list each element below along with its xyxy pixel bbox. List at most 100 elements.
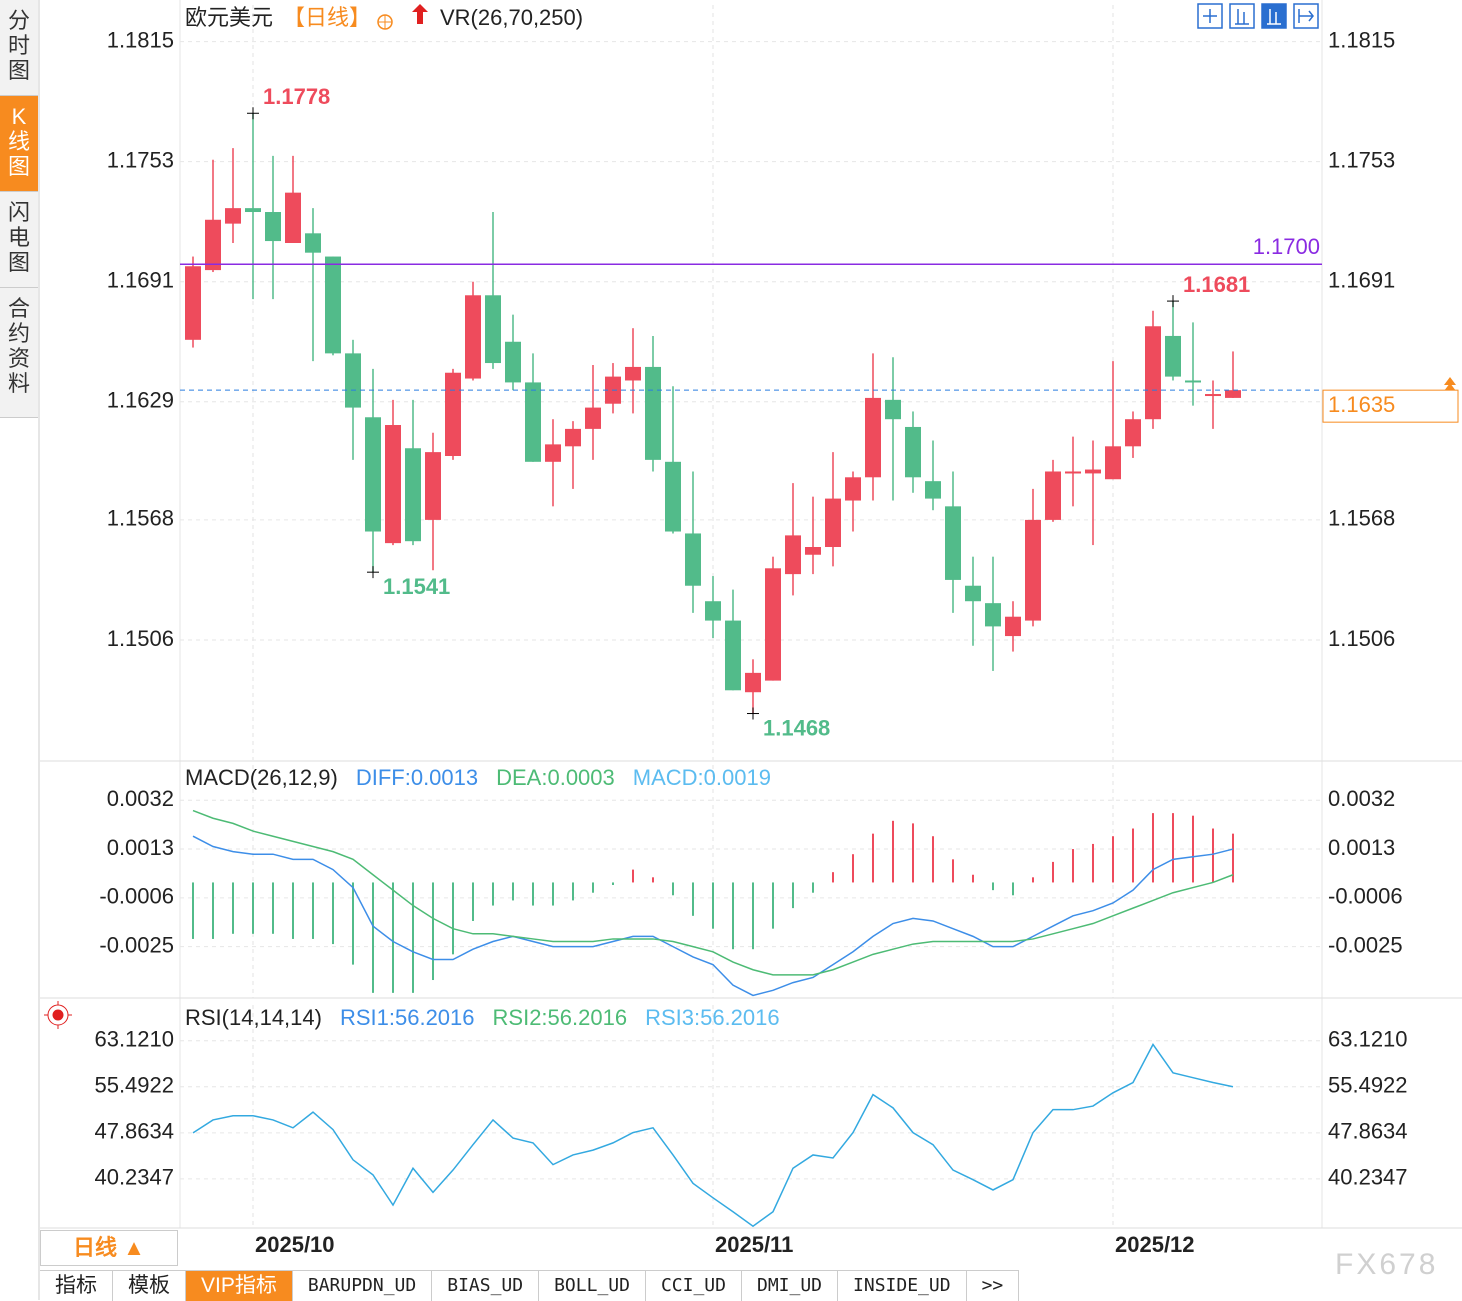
candle-body xyxy=(425,452,441,520)
legend-label: MACD(26,12,9) xyxy=(185,765,338,790)
y-tick-label: 1.1753 xyxy=(107,147,174,172)
candle-body xyxy=(525,382,541,462)
y-tick-label-right: 55.4922 xyxy=(1328,1073,1408,1098)
y-tick-label-right: 47.8634 xyxy=(1328,1119,1408,1144)
indicator-tab[interactable]: DMI_UD xyxy=(742,1271,839,1301)
y-tick-label: 0.0032 xyxy=(107,786,174,811)
sidebar-tab-label: 闪电图 xyxy=(8,200,31,275)
last-price-box xyxy=(1322,389,1459,423)
rsi-line xyxy=(192,1043,1234,1228)
y-tick-label-right: 1.1568 xyxy=(1328,506,1395,531)
period[interactable]: 【日线】 xyxy=(283,5,371,30)
sidebar-tab-label: 分时图 xyxy=(8,8,31,83)
candle-body xyxy=(1185,380,1201,383)
candle-body xyxy=(1125,419,1141,447)
sidebar-tab[interactable]: 合约资料 xyxy=(0,288,38,418)
indicator-tab[interactable]: 模板 xyxy=(113,1271,186,1301)
candle-body xyxy=(305,233,321,253)
y-tick-label: 0.0013 xyxy=(107,835,174,860)
candle-body xyxy=(1045,471,1061,520)
candle-body xyxy=(1025,519,1041,621)
candle-body xyxy=(765,568,781,681)
y-tick-label: 1.1815 xyxy=(107,27,174,52)
indicator-tab[interactable]: INSIDE_UD xyxy=(838,1271,967,1301)
y-tick-label: 47.8634 xyxy=(94,1119,174,1144)
indicator-name[interactable]: VR(26,70,250) xyxy=(440,5,583,30)
candle-body xyxy=(1145,326,1161,420)
candle-body xyxy=(445,372,461,456)
y-tick-label-right: 1.1753 xyxy=(1328,147,1395,172)
indicator-tab[interactable]: BARUPDN_UD xyxy=(293,1271,433,1301)
candle-body xyxy=(665,461,681,532)
candle-body xyxy=(1165,335,1181,377)
indicator-tab[interactable]: BOLL_UD xyxy=(539,1271,646,1301)
candle-body xyxy=(865,397,881,478)
indicator-tab[interactable]: VIP指标 xyxy=(186,1271,293,1301)
candle-body xyxy=(485,295,501,364)
candle-body xyxy=(405,448,421,542)
indicator-tab[interactable]: >> xyxy=(967,1271,1020,1301)
candle-body xyxy=(645,366,661,460)
toolbar[interactable] xyxy=(1197,3,1319,29)
legend-label: DIFF:0.0013 xyxy=(356,765,478,790)
candle-body xyxy=(705,601,721,621)
sidebar-tab-label: 合约资料 xyxy=(8,296,31,396)
candle-body xyxy=(225,208,241,224)
candle-body xyxy=(505,341,521,383)
low-label: 1.1468 xyxy=(763,715,830,740)
x-tick-label: 2025/12 xyxy=(1115,1232,1195,1257)
sidebar-tab[interactable]: 闪电图 xyxy=(0,192,38,288)
indicator-tab[interactable]: BIAS_UD xyxy=(432,1271,540,1301)
settings-icon[interactable] xyxy=(377,14,393,30)
candle-body xyxy=(1105,446,1121,480)
y-tick-label-right: -0.0006 xyxy=(1328,884,1403,909)
y-tick-label-right: 1.1815 xyxy=(1328,27,1395,52)
y-tick-label: -0.0025 xyxy=(99,932,174,957)
indicator-tab[interactable]: CCI_UD xyxy=(646,1271,742,1301)
candle-body xyxy=(805,547,821,555)
candle-body xyxy=(265,212,281,242)
candle-body xyxy=(465,295,481,379)
y-tick-label-right: 1.1506 xyxy=(1328,626,1395,651)
x-tick-label: 2025/11 xyxy=(715,1232,793,1257)
indicator-tab[interactable]: 指标 xyxy=(40,1271,113,1301)
y-tick-label: 55.4922 xyxy=(94,1073,174,1098)
indicator-icon[interactable] xyxy=(412,4,428,24)
y-tick-label: 1.1568 xyxy=(107,506,174,531)
price-arrow-icon xyxy=(1444,377,1456,391)
sidebar-tab-label: K线图 xyxy=(8,104,31,179)
candle-body xyxy=(1225,390,1241,398)
candle-body xyxy=(945,506,961,580)
candle-body xyxy=(585,407,601,429)
legend-label: MACD:0.0019 xyxy=(633,765,771,790)
period-button[interactable]: 日线 ▲ xyxy=(40,1230,178,1266)
y-tick-label: 63.1210 xyxy=(94,1027,174,1052)
candle-body xyxy=(885,399,901,420)
y-tick-label: 1.1506 xyxy=(107,626,174,651)
x-tick-label: 2025/10 xyxy=(255,1232,335,1257)
candle-body xyxy=(925,481,941,499)
candle-body xyxy=(345,353,361,408)
y-tick-label-right: 0.0013 xyxy=(1328,835,1395,860)
candle-body xyxy=(285,192,301,243)
legend-label: RSI3:56.2016 xyxy=(645,1005,780,1030)
candle-body xyxy=(1205,394,1221,397)
legend-label: RSI1:56.2016 xyxy=(340,1005,475,1030)
y-tick-label: 1.1629 xyxy=(107,388,174,413)
symbol: 欧元美元 xyxy=(185,5,273,30)
candle-body xyxy=(785,535,801,575)
high-label: 1.1778 xyxy=(263,84,330,109)
candle-body xyxy=(725,620,741,691)
sidebar-tab[interactable]: K线图 xyxy=(0,96,38,192)
y-tick-label-right: -0.0025 xyxy=(1328,932,1403,957)
sidebar-tab[interactable]: 分时图 xyxy=(0,0,38,96)
last-price-label: 1.1635 xyxy=(1328,392,1395,417)
y-tick-label-right: 63.1210 xyxy=(1328,1027,1408,1052)
candle-body xyxy=(385,425,401,544)
candle-body xyxy=(185,266,201,340)
rsi-icon xyxy=(44,1001,72,1029)
candle-body xyxy=(905,426,921,478)
watermark: FX678 xyxy=(1335,1248,1438,1281)
